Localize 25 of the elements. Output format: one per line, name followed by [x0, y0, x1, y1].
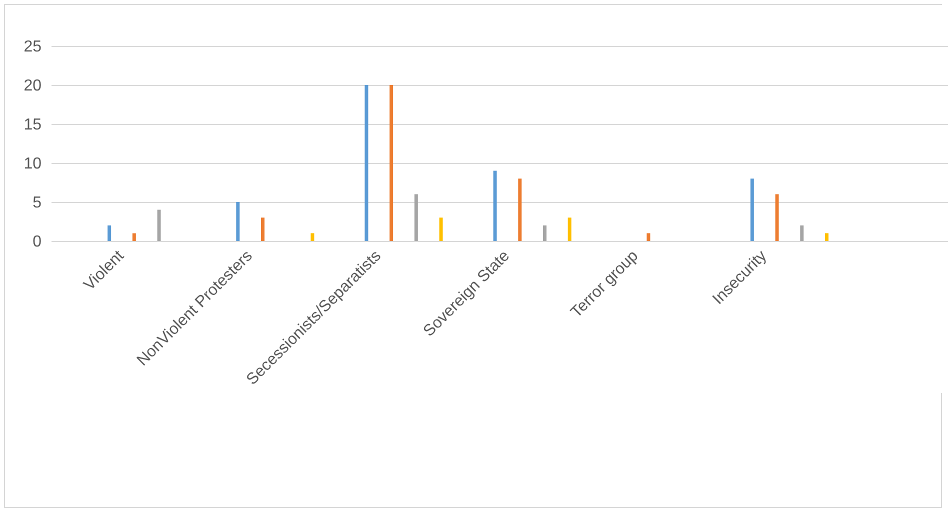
bar [542, 225, 546, 241]
bar [646, 233, 650, 241]
bar [775, 194, 779, 241]
bar [800, 225, 804, 241]
y-tick-label: 5 [32, 194, 42, 212]
bar [132, 233, 136, 241]
bar [236, 202, 240, 241]
bar [310, 233, 314, 241]
bar [568, 218, 572, 241]
y-tick-label: 10 [24, 156, 42, 172]
y-tick-label: 15 [24, 116, 42, 134]
bar [390, 85, 394, 241]
bar [414, 194, 418, 241]
bar [439, 218, 443, 241]
y-tick-label: 0 [32, 234, 42, 250]
y-tick-label: 20 [24, 78, 42, 94]
bar [493, 170, 497, 241]
bar [518, 178, 522, 241]
bar [824, 233, 828, 241]
bar [108, 225, 112, 241]
bar [750, 178, 754, 241]
bar [260, 218, 264, 241]
bar [157, 210, 161, 241]
y-tick-label: 25 [24, 38, 42, 56]
bar [364, 85, 368, 241]
